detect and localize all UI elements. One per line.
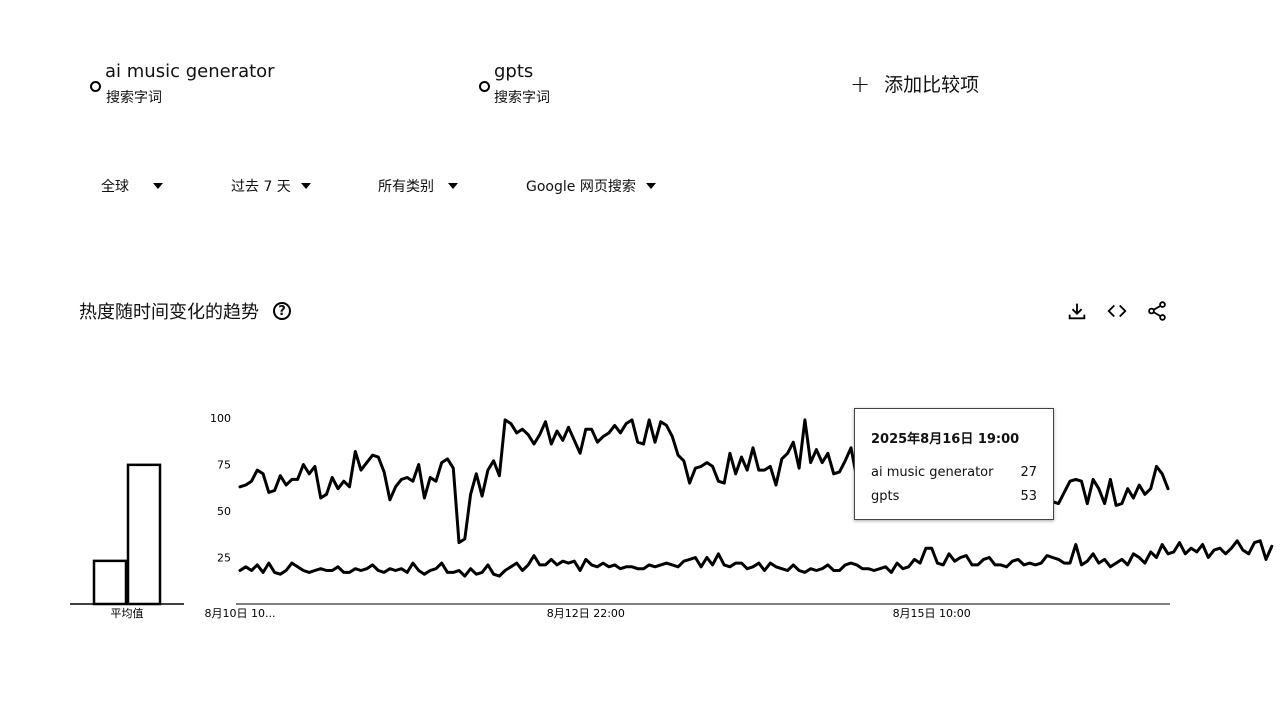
add-compare-button[interactable]: + 添加比较项 [850, 70, 979, 97]
x-tick-label: 8月12日 22:00 [547, 607, 625, 620]
chevron-down-icon [153, 183, 163, 189]
chevron-down-icon [448, 183, 458, 189]
term-type: 搜索字词 [494, 90, 550, 106]
embed-icon[interactable] [1106, 300, 1128, 322]
category-filter[interactable]: 所有类别 [378, 176, 458, 196]
avg-xlabel: 平均值 [111, 607, 144, 620]
series-dot-icon [90, 81, 101, 92]
y-tick-label: 75 [217, 459, 231, 472]
trend-lines [238, 418, 1274, 578]
add-compare-label: 添加比较项 [884, 74, 980, 96]
chevron-down-icon [645, 183, 656, 189]
plus-icon: + [850, 69, 871, 98]
x-tick-label: 8月10日 10... [205, 607, 276, 620]
tooltip-term: gpts [871, 489, 900, 504]
search-type-filter[interactable]: Google 网页搜索 [526, 176, 656, 196]
avg-bar-gpts[interactable] [126, 463, 162, 606]
filter-bar: 全球 过去 7 天 所有类别 Google 网页搜索 [0, 176, 1280, 200]
term-name[interactable]: gpts [494, 61, 534, 82]
y-tick-label: 100 [210, 412, 231, 425]
y-axis-ticks: 25 50 75 100 [210, 412, 231, 565]
tooltip-term: ai music generator [871, 465, 994, 480]
time-filter-label: 过去 7 天 [231, 179, 291, 195]
help-icon[interactable]: ? [273, 302, 291, 320]
region-filter[interactable]: 全球 [101, 176, 163, 196]
tooltip-date: 2025年8月16日 19:00 [871, 432, 1020, 447]
series-dot-icon [479, 81, 490, 92]
tooltip-row: gpts 53 [871, 489, 1037, 504]
term-chip-ai-music-generator[interactable]: ai music generator 搜索字词 [90, 60, 390, 110]
section-title: 热度随时间变化的趋势 [79, 302, 259, 323]
x-axis-ticks: 8月10日 10... 8月12日 22:00 8月15日 10:00 [205, 607, 971, 620]
series-line-ai-music-generator[interactable] [238, 539, 1274, 578]
term-chip-gpts[interactable]: gpts 搜索字词 [479, 60, 679, 110]
region-filter-label: 全球 [101, 179, 129, 195]
category-filter-label: 所有类别 [378, 179, 434, 195]
chart-toolbar [1066, 300, 1168, 322]
tooltip-value: 53 [1020, 489, 1037, 504]
tooltip-value: 27 [1020, 465, 1037, 480]
term-name[interactable]: ai music generator [105, 61, 275, 82]
section-header: 热度随时间变化的趋势 ? [79, 298, 291, 324]
time-filter[interactable]: 过去 7 天 [231, 176, 311, 196]
share-icon[interactable] [1146, 300, 1168, 322]
search-type-filter-label: Google 网页搜索 [526, 179, 636, 195]
y-tick-label: 50 [217, 505, 231, 518]
download-icon[interactable] [1066, 300, 1088, 322]
x-tick-label: 8月15日 10:00 [893, 607, 971, 620]
tooltip-row: ai music generator 27 [871, 465, 1037, 480]
term-type: 搜索字词 [106, 90, 162, 106]
avg-bar-ai-music-generator[interactable] [92, 559, 128, 606]
chevron-down-icon [300, 183, 311, 189]
y-tick-label: 25 [217, 552, 231, 565]
average-bar-chart [92, 463, 162, 606]
hover-tooltip: 2025年8月16日 19:00 ai music generator 27 g… [854, 408, 1054, 520]
